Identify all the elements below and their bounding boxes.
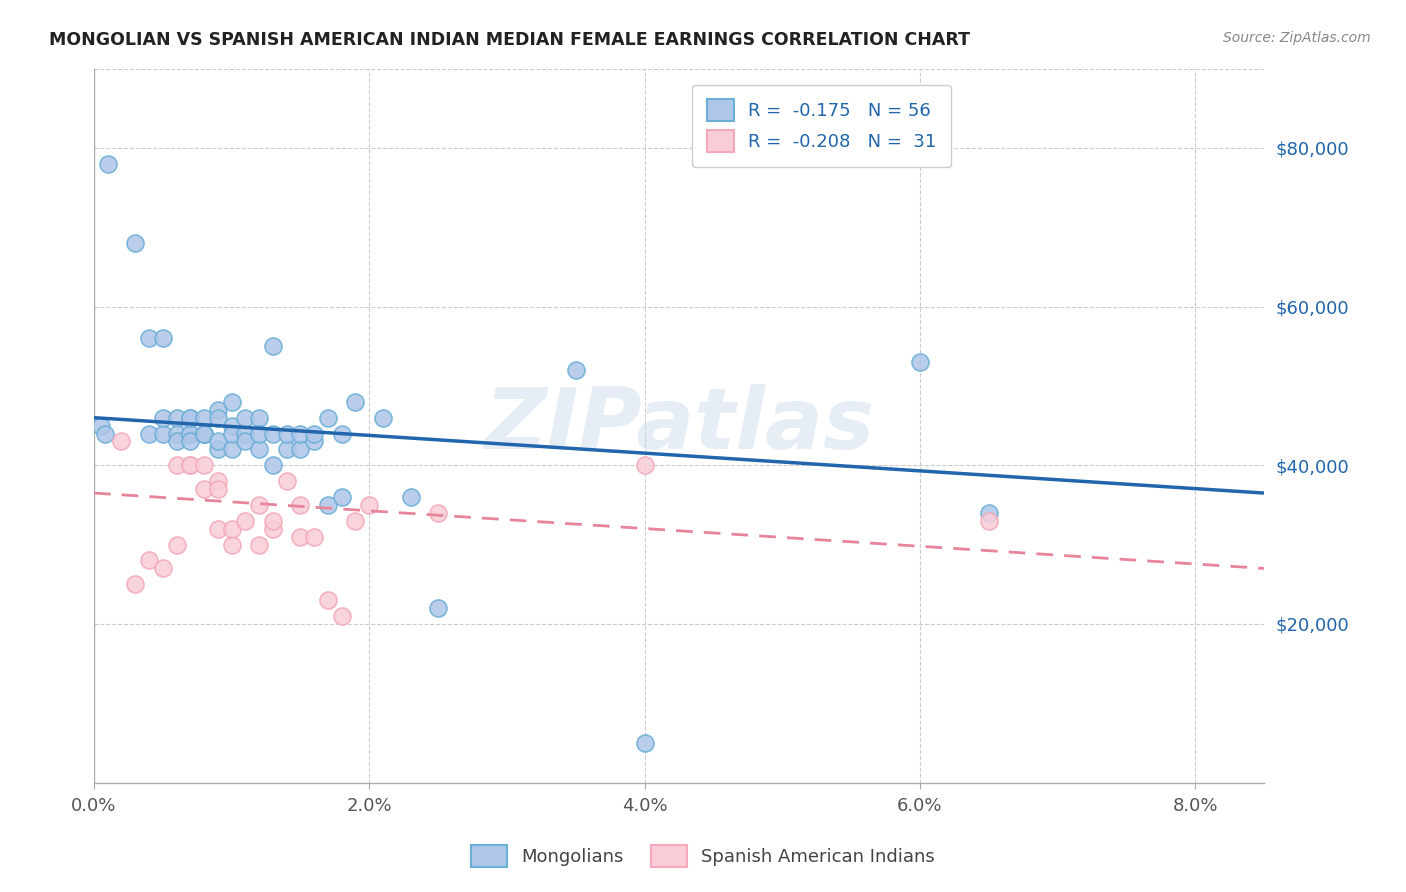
Point [207, 442, 229, 457]
Point [371, 410, 394, 425]
Point [207, 522, 229, 536]
Point [302, 426, 325, 441]
Point [221, 538, 243, 552]
Point [166, 434, 188, 449]
Point [221, 426, 243, 441]
Point [166, 458, 188, 473]
Point [316, 593, 339, 607]
Point [290, 530, 312, 544]
Point [427, 506, 450, 520]
Legend: Mongolians, Spanish American Indians: Mongolians, Spanish American Indians [464, 838, 942, 874]
Point [233, 426, 256, 441]
Point [94, 426, 117, 441]
Point [262, 522, 284, 536]
Point [193, 426, 215, 441]
Point [124, 577, 146, 591]
Point [290, 426, 312, 441]
Point [262, 426, 284, 441]
Point [262, 339, 284, 353]
Point [166, 426, 188, 441]
Point [302, 530, 325, 544]
Point [152, 426, 174, 441]
Point [207, 474, 229, 488]
Point [908, 355, 931, 369]
Point [207, 402, 229, 417]
Point [399, 490, 422, 504]
Point [207, 434, 229, 449]
Point [193, 458, 215, 473]
Point [179, 410, 201, 425]
Point [221, 394, 243, 409]
Point [344, 514, 367, 528]
Point [262, 514, 284, 528]
Point [262, 458, 284, 473]
Point [97, 157, 120, 171]
Point [977, 506, 1000, 520]
Point [233, 514, 256, 528]
Point [193, 482, 215, 496]
Text: Source: ZipAtlas.com: Source: ZipAtlas.com [1223, 31, 1371, 45]
Point [344, 394, 367, 409]
Point [247, 538, 270, 552]
Point [247, 442, 270, 457]
Point [90, 418, 112, 433]
Point [221, 418, 243, 433]
Point [207, 482, 229, 496]
Point [633, 458, 655, 473]
Point [359, 498, 381, 512]
Point [179, 458, 201, 473]
Point [977, 514, 1000, 528]
Point [179, 426, 201, 441]
Point [276, 426, 298, 441]
Point [633, 736, 655, 750]
Point [316, 498, 339, 512]
Point [221, 442, 243, 457]
Point [138, 426, 160, 441]
Point [207, 410, 229, 425]
Point [179, 426, 201, 441]
Point [179, 434, 201, 449]
Point [564, 363, 586, 377]
Point [152, 331, 174, 345]
Point [247, 426, 270, 441]
Point [193, 426, 215, 441]
Point [276, 442, 298, 457]
Point [330, 609, 353, 624]
Point [427, 601, 450, 615]
Point [247, 498, 270, 512]
Point [138, 331, 160, 345]
Point [179, 458, 201, 473]
Point [276, 474, 298, 488]
Point [166, 410, 188, 425]
Point [330, 426, 353, 441]
Point [138, 553, 160, 567]
Point [316, 410, 339, 425]
Point [110, 434, 132, 449]
Point [124, 236, 146, 251]
Point [247, 410, 270, 425]
Text: MONGOLIAN VS SPANISH AMERICAN INDIAN MEDIAN FEMALE EARNINGS CORRELATION CHART: MONGOLIAN VS SPANISH AMERICAN INDIAN MED… [49, 31, 970, 49]
Point [152, 410, 174, 425]
Legend: R =  -0.175   N = 56, R =  -0.208   N =  31: R = -0.175 N = 56, R = -0.208 N = 31 [692, 85, 950, 167]
Point [193, 426, 215, 441]
Point [233, 434, 256, 449]
Point [166, 538, 188, 552]
Point [290, 498, 312, 512]
Point [221, 522, 243, 536]
Point [290, 442, 312, 457]
Point [179, 410, 201, 425]
Text: ZIPatlas: ZIPatlas [484, 384, 875, 467]
Point [302, 434, 325, 449]
Point [152, 561, 174, 575]
Point [193, 410, 215, 425]
Point [233, 410, 256, 425]
Point [330, 490, 353, 504]
